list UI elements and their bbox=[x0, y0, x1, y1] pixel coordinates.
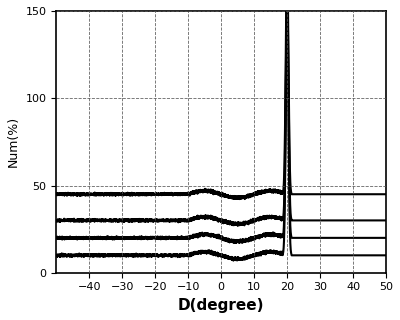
Y-axis label: Num(%): Num(%) bbox=[7, 116, 20, 167]
X-axis label: D(degree): D(degree) bbox=[178, 298, 264, 313]
